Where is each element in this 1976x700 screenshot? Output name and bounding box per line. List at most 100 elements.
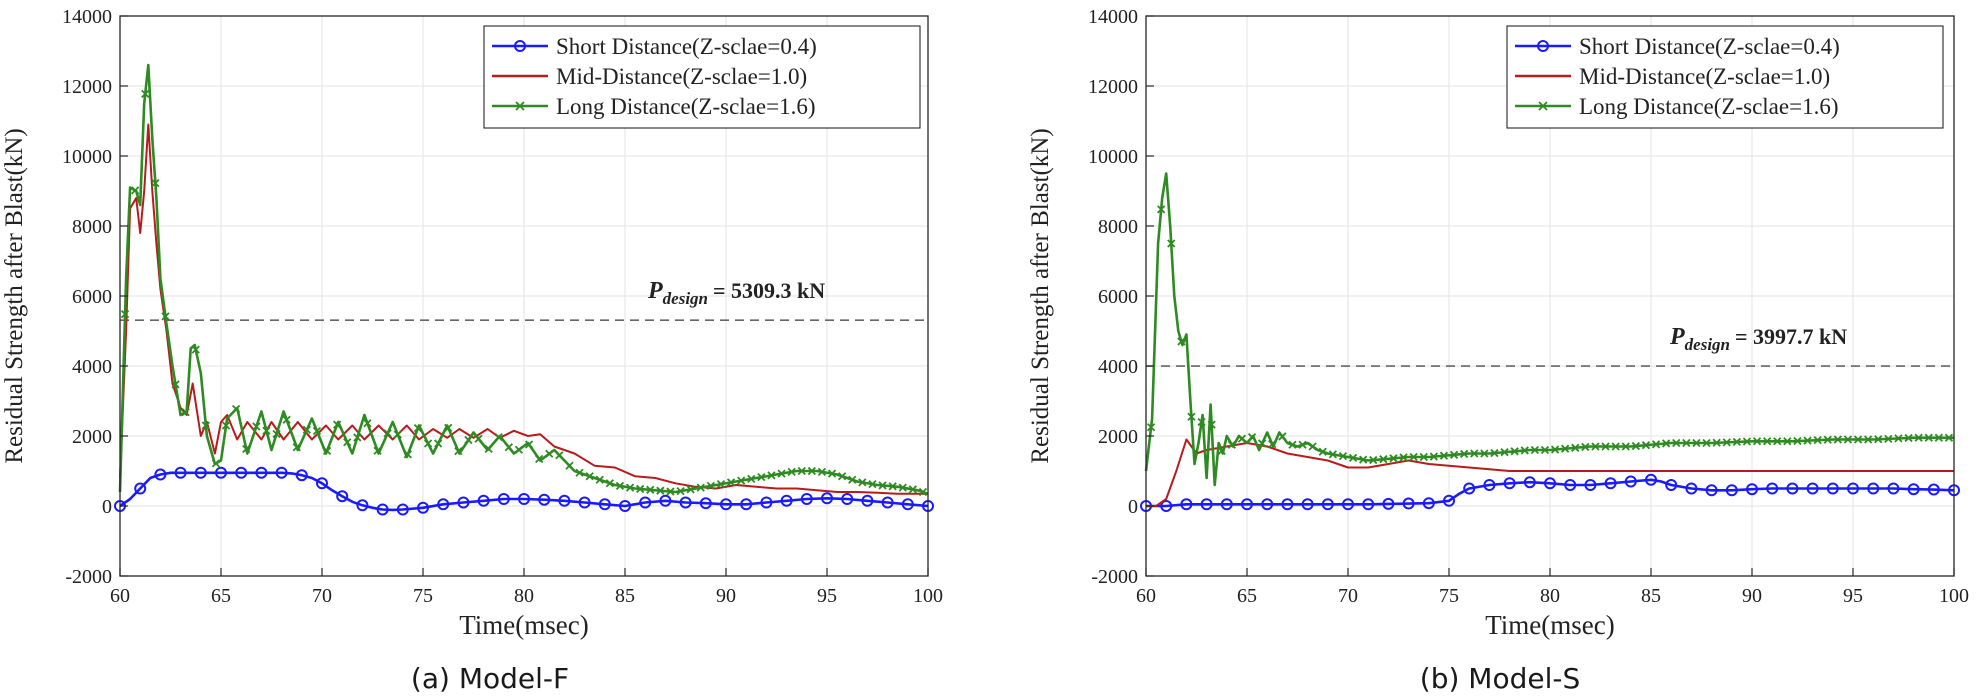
series-marker [1641,441,1651,450]
series-marker [1884,434,1893,443]
tick-labels: 60 65 70 75 80 85 90 95 100 -2000 0 2000 4000 6000 800… [62,6,943,607]
series-marker [615,481,625,491]
series-marker [333,420,342,429]
design-load-label: Pdesign = 3997.7 kN [1669,324,1847,354]
series-marker [322,446,332,456]
series-marker [221,421,231,430]
series-marker [1443,494,1455,507]
y-tick-label: 2000 [1098,426,1138,448]
design-load-label: Pdesign = 5309.3 kN [647,278,825,308]
x-tick-label: 90 [1742,585,1762,607]
y-tick-label: 6000 [72,286,112,308]
series-marker [1359,455,1368,464]
x-tick-label: 60 [110,585,130,607]
series-marker [1813,436,1822,445]
series-line [1144,172,1954,487]
series-marker [1843,435,1853,444]
x-tick-label: 100 [913,585,943,607]
series-marker [1786,482,1799,495]
series-marker [1157,205,1166,214]
x-tick-label: 85 [1641,585,1661,607]
series-marker [1672,438,1681,448]
series-marker [437,498,450,511]
series-marker [194,466,207,479]
series-marker [1348,453,1358,463]
series-marker [1732,437,1741,447]
series-marker [1924,433,1933,442]
series-marker [396,503,409,516]
legend-item-0: Short Distance(Z-sclae=0.4) [492,34,817,59]
y-axis-label: Residual Strength after Blast(kN) [1027,128,1054,463]
series-marker [1763,437,1772,446]
legend-item-1: Mid-Distance(Z-sclae=1.0) [492,64,807,89]
series-marker [454,447,463,456]
series-marker [1773,437,1782,446]
legend-box [483,25,921,129]
series-marker [477,494,490,507]
legend-item-0: Short Distance(Z-sclae=0.4) [1515,34,1840,59]
series-marker [1439,451,1449,460]
series-marker [1146,423,1156,432]
x-tick-label: 80 [514,585,534,607]
series-marker [787,467,796,477]
chart-model-s: Pdesign = 3997.7 kN 60 65 70 75 80 85 90 95 100 -20… [1027,6,1969,640]
series-marker [605,479,614,488]
x-tick-label: 80 [1540,585,1560,607]
series-marker [1298,440,1307,449]
legend-item-1: Mid-Distance(Z-sclae=1.0) [1515,64,1830,89]
series-marker [1187,412,1196,421]
series-marker [578,496,591,509]
series-marker [1803,436,1812,445]
series-marker [1927,483,1940,496]
series-marker [161,312,170,321]
series-marker [1692,438,1701,448]
series-marker [518,493,530,505]
series-marker [174,466,187,479]
series-marker [403,450,412,459]
x-tick-label: 60 [1136,585,1156,607]
series-marker [1847,482,1859,495]
series-marker [1480,449,1489,458]
series-marker [171,380,180,389]
series-marker [1167,239,1176,248]
series-marker [807,466,816,476]
series-marker [706,481,715,491]
x-tick-label: 85 [615,585,635,607]
series-marker [545,449,554,458]
series-marker [1907,483,1920,496]
series-marker [514,445,524,454]
series-marker [1281,498,1294,511]
series-marker [726,478,736,487]
series-marker [1483,479,1496,491]
y-tick-label: 8000 [72,216,112,238]
series-marker [1301,498,1314,511]
series-marker [1752,437,1762,446]
series-marker [1604,477,1617,490]
y-tick-label: 10000 [62,146,112,168]
y-tick-label: -2000 [1091,566,1138,588]
series-marker [1180,498,1193,511]
series-marker [302,425,311,434]
series-marker [1402,497,1415,510]
series-marker [1944,433,1954,442]
series-marker [1463,482,1476,495]
series-marker [1379,455,1388,464]
series-marker [201,421,210,430]
series-marker [1742,437,1752,446]
series-marker [211,459,221,468]
series-marker [1581,442,1590,452]
series-marker [1645,473,1657,486]
x-tick-label: 65 [211,585,231,607]
series-marker [215,466,227,479]
series-marker [524,440,534,449]
series-marker [1207,420,1216,429]
series-marker [134,482,147,495]
series-marker [1766,482,1779,495]
series-marker [646,485,655,494]
series-marker [555,451,564,460]
legend-label: Short Distance(Z-sclae=0.4) [1579,34,1840,59]
chart-panel-model-s: Pdesign = 3997.7 kN 60 65 70 75 80 85 90 95 100 -20… [1010,0,1970,660]
series-marker [1449,450,1459,459]
series-marker [1624,475,1637,488]
tick-labels: 60 65 70 75 80 85 90 95 100 -2000 0 2000 4000 6000 800… [1088,6,1969,607]
